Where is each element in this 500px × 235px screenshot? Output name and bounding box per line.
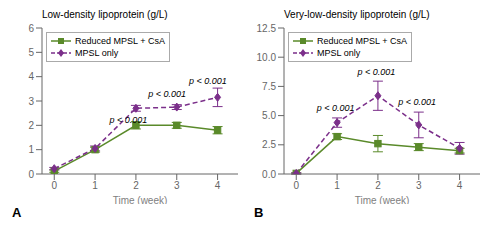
svg-text:p < 0.001: p < 0.001 (357, 67, 396, 77)
svg-text:p < 0.001: p < 0.001 (316, 103, 355, 113)
svg-text:p < 0.001: p < 0.001 (108, 115, 147, 125)
svg-text:0: 0 (293, 180, 299, 191)
svg-text:p < 0.001: p < 0.001 (397, 97, 436, 107)
svg-text:p < 0.001: p < 0.001 (188, 76, 227, 86)
html-text:B: B (254, 205, 264, 220)
svg-text:4: 4 (215, 180, 221, 191)
html-text:Very-low-density lipoprotein (: Very-low-density lipoprotein (g/L) (284, 9, 430, 20)
svg-text:2: 2 (28, 120, 34, 131)
svg-text:2.5: 2.5 (262, 139, 276, 150)
html-text:MPSL only: MPSL only (317, 48, 361, 58)
svg-text:7.5: 7.5 (262, 81, 276, 92)
svg-text:4: 4 (28, 71, 34, 82)
svg-text:2: 2 (133, 180, 139, 191)
svg-text:5.0: 5.0 (262, 110, 276, 121)
svg-text:1: 1 (334, 180, 340, 191)
svg-text:4: 4 (457, 180, 463, 191)
html-text:Low-density lipoprotein (g/L): Low-density lipoprotein (g/L) (42, 9, 168, 20)
svg-text:1: 1 (92, 180, 98, 191)
svg-text:0.0: 0.0 (262, 169, 276, 180)
svg-text:1: 1 (28, 144, 34, 155)
svg-text:5: 5 (28, 47, 34, 58)
svg-text:3: 3 (174, 180, 180, 191)
svg-text:p < 0.001: p < 0.001 (147, 89, 186, 99)
svg-text:0: 0 (28, 169, 34, 180)
svg-text:6: 6 (28, 23, 34, 34)
svg-text:3: 3 (28, 96, 34, 107)
svg-text:0: 0 (51, 180, 57, 191)
svg-text:2: 2 (375, 180, 381, 191)
html-text:Reduced MPSL + CsA: Reduced MPSL + CsA (317, 36, 407, 46)
svg-text:Time (week): Time (week) (113, 195, 168, 204)
html-text:A: A (12, 205, 22, 220)
html-text:Reduced MPSL + CsA: Reduced MPSL + CsA (75, 36, 165, 46)
svg-text:12.5: 12.5 (257, 23, 277, 34)
svg-text:Time (week): Time (week) (355, 195, 410, 204)
html-text:MPSL only: MPSL only (75, 48, 119, 58)
svg-text:10.0: 10.0 (257, 52, 277, 63)
svg-text:3: 3 (416, 180, 422, 191)
